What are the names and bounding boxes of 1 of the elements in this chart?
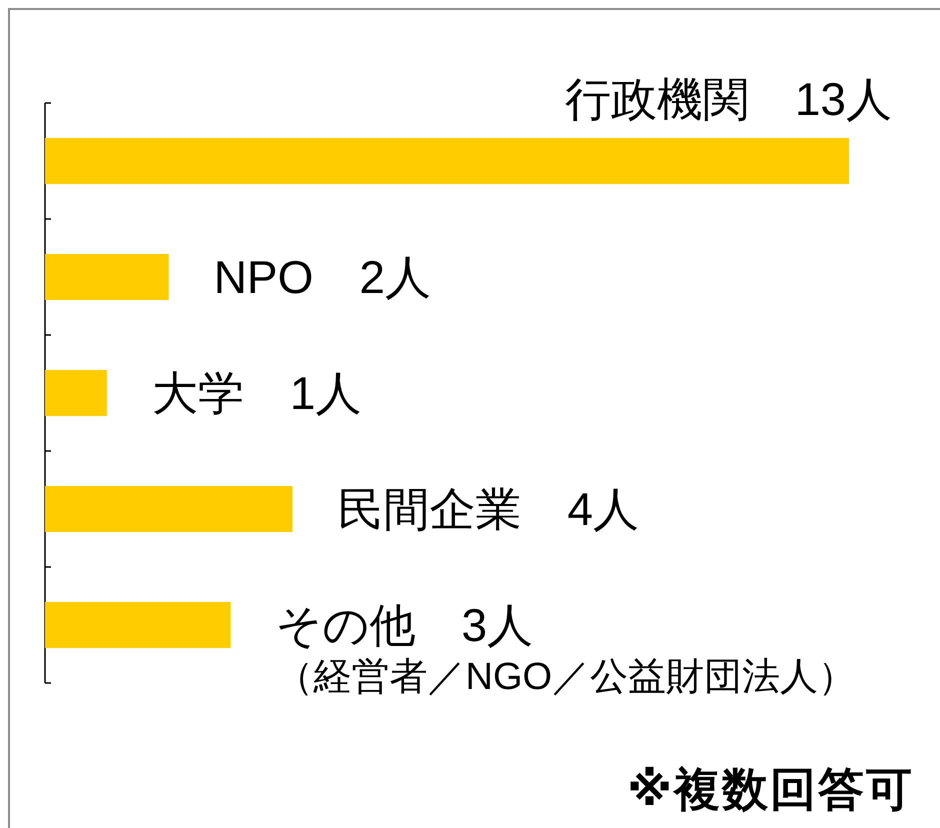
- annotation: ※複数回答可: [627, 763, 914, 815]
